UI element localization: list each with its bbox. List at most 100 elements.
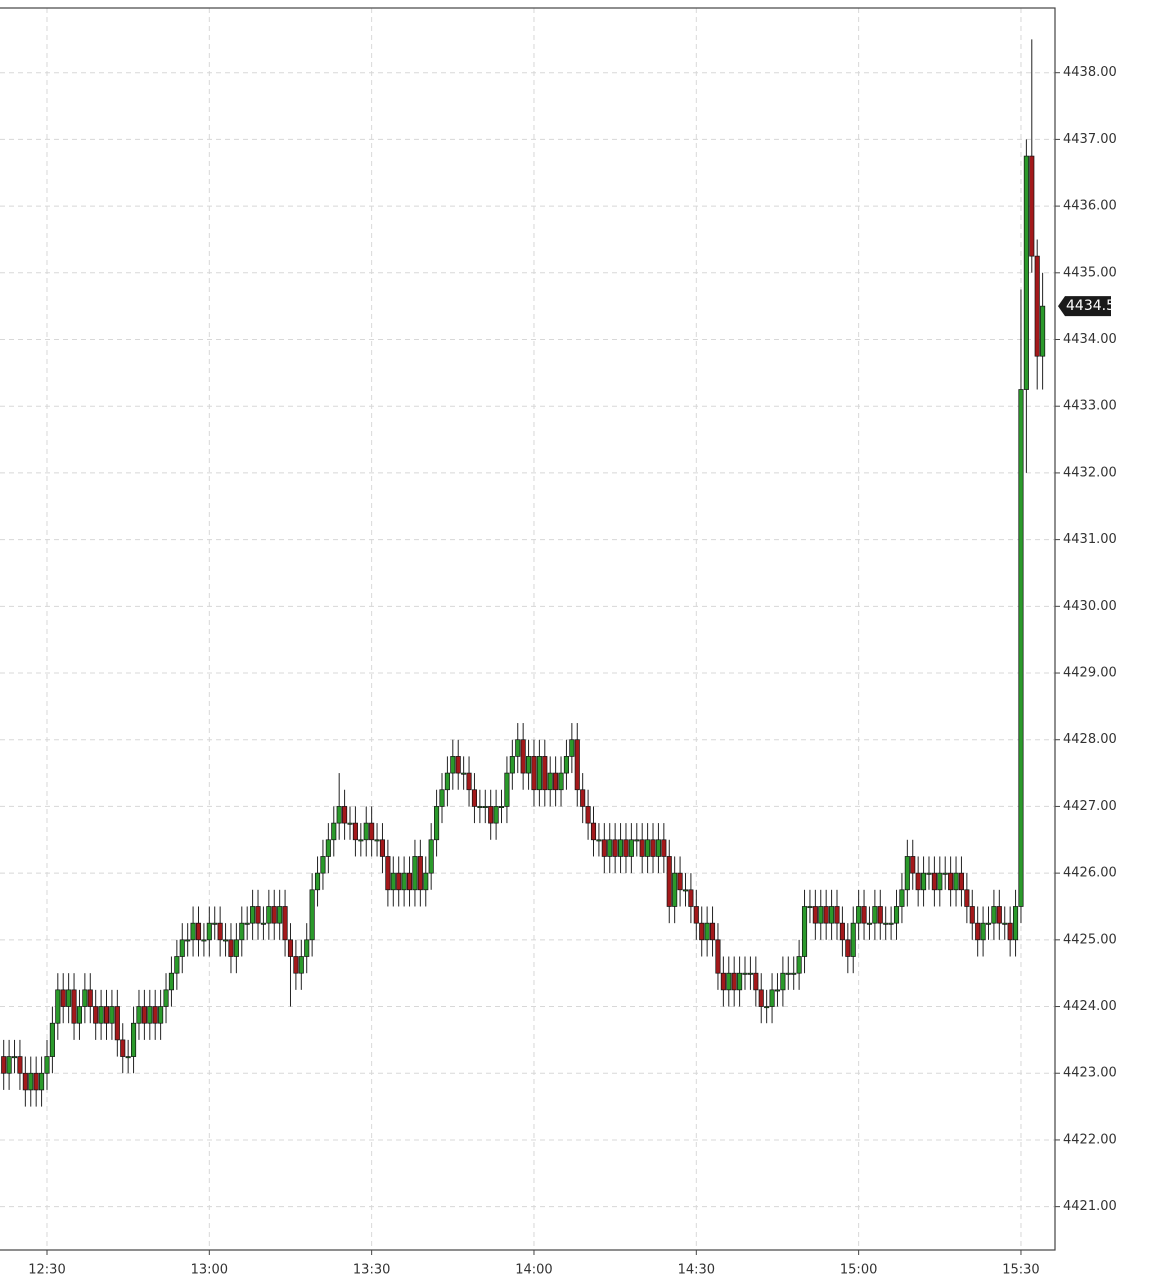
candle-body — [11, 1056, 18, 1059]
candle-body — [596, 839, 602, 842]
candle-body — [893, 906, 900, 924]
candle-body — [720, 972, 726, 991]
y-tick-label: 4423.00 — [1063, 1066, 1117, 1081]
last-price-marker — [1058, 296, 1111, 317]
candle-body — [801, 906, 808, 957]
candle-body — [131, 1022, 137, 1057]
candle-body — [125, 1056, 131, 1059]
candle-body — [114, 1006, 120, 1041]
candle-body — [103, 1006, 110, 1024]
candle-body — [1040, 305, 1046, 357]
candle-body — [980, 922, 986, 941]
candle-body — [677, 872, 683, 891]
y-tick-label: 4437.00 — [1063, 132, 1117, 147]
candle-body — [742, 972, 748, 975]
candle-body — [174, 956, 180, 974]
candle-body — [320, 856, 326, 874]
candle-body — [185, 939, 191, 942]
candle-body — [818, 906, 824, 924]
candle-body — [260, 922, 266, 925]
candle-body — [141, 1006, 147, 1024]
candle-body — [791, 972, 797, 975]
y-tick-label: 4430.00 — [1063, 599, 1117, 614]
candle-body — [704, 922, 710, 941]
candle-body — [812, 906, 818, 924]
candle-body — [434, 806, 440, 841]
candle-body — [423, 872, 429, 891]
y-tick-label: 4422.00 — [1063, 1132, 1117, 1147]
y-tick-label: 4433.00 — [1063, 399, 1117, 414]
candle-body — [785, 972, 791, 975]
axes: 4421.00 4422.00 4423.00 4424.00 4425.00 4426.… — [28, 65, 1124, 1277]
candle-body — [1013, 906, 1019, 941]
candle-body — [163, 989, 169, 1007]
candle-body — [829, 906, 835, 924]
candle-body — [439, 789, 445, 807]
candle-body — [239, 922, 245, 941]
candle-body — [558, 772, 564, 791]
candle-body — [363, 822, 369, 841]
candle-body — [158, 1006, 164, 1024]
candle-body — [553, 772, 559, 791]
x-tick-label: 15:30 — [1002, 1263, 1039, 1278]
candle-body — [325, 839, 331, 857]
candle-body — [1029, 155, 1035, 257]
candle-body — [212, 922, 218, 925]
candle-body — [379, 839, 386, 857]
candle-body — [504, 772, 510, 807]
candle-body — [948, 872, 954, 891]
candle-body — [726, 972, 732, 991]
candle-body — [217, 922, 223, 941]
candle-body — [926, 872, 932, 875]
candle-body — [942, 872, 948, 875]
candle-body — [461, 772, 467, 775]
candle-body — [699, 922, 705, 941]
candle-body — [574, 739, 580, 791]
candle-body — [244, 922, 250, 925]
candle-body — [693, 906, 699, 924]
candle-body — [287, 939, 294, 957]
candle-body — [1007, 922, 1013, 941]
candle-body — [715, 939, 721, 974]
x-tick-label: 14:30 — [678, 1263, 715, 1278]
candle-body — [764, 1006, 770, 1009]
candle-body — [753, 972, 759, 991]
candle-body — [569, 739, 575, 757]
candle-body — [168, 972, 174, 991]
candle-body — [672, 872, 678, 907]
y-tick-label: 4429.00 — [1063, 666, 1117, 681]
candle-body — [823, 906, 829, 924]
candle-body — [266, 906, 272, 924]
candle-body — [866, 922, 873, 925]
candle-body — [342, 806, 348, 824]
candle-body — [71, 989, 77, 1024]
candle-body — [250, 906, 256, 924]
candle-body — [109, 1006, 115, 1024]
candle-body — [314, 872, 321, 891]
candles — [1, 39, 1046, 1107]
candle-body — [931, 872, 937, 891]
candle-body — [120, 1039, 126, 1057]
candle-body — [98, 1006, 104, 1024]
candle-body — [228, 939, 234, 957]
candle-body — [60, 989, 66, 1007]
candle-body — [969, 906, 975, 924]
candle-body — [201, 939, 207, 942]
candle-body — [488, 806, 494, 824]
candle-body — [298, 956, 304, 974]
candle-body — [623, 839, 629, 857]
candle-body — [856, 906, 862, 924]
x-tick-label: 14:00 — [515, 1263, 552, 1278]
candle-body — [774, 989, 781, 992]
candle-body — [650, 839, 656, 857]
y-tick-label: 4424.00 — [1063, 999, 1117, 1014]
candle-body — [682, 889, 689, 892]
candle-body — [401, 872, 407, 891]
candle-body — [737, 972, 743, 991]
candle-body — [796, 956, 802, 974]
y-tick-label: 4425.00 — [1063, 932, 1117, 947]
candle-body — [417, 856, 423, 891]
candle-body — [336, 806, 342, 824]
